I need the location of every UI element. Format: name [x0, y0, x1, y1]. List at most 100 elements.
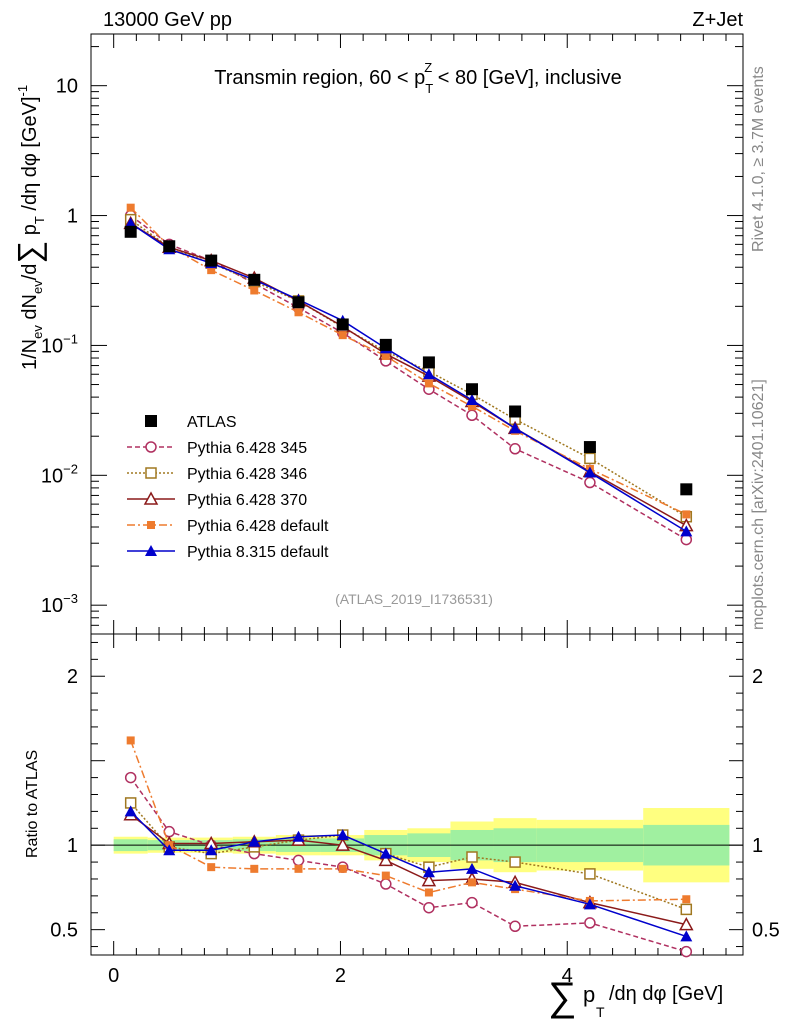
svg-text:/dη dφ [GeV]: /dη dφ [GeV]: [609, 983, 723, 1005]
svg-text:p: p: [583, 982, 595, 1007]
series-point-ratio: [509, 856, 521, 868]
series-point-ratio: [163, 844, 176, 856]
xlabel: ∑ p T /dη dφ [GeV]: [548, 975, 723, 1020]
y-tick-label-main: 10−1: [41, 331, 78, 357]
y-tick-label-main: 10−2: [41, 461, 78, 487]
series-point-ratio: [335, 837, 350, 851]
series-point-ratio: [292, 854, 305, 867]
legend-marker: [147, 521, 155, 529]
series-point-ratio: [381, 871, 390, 880]
series-point-ratio: [679, 917, 694, 931]
series-point-main: [584, 476, 596, 489]
series-point-main: [682, 510, 691, 519]
reference-point: [583, 441, 596, 454]
legend-label: Pythia 6.428 345: [187, 440, 307, 457]
svg-text:∑: ∑: [548, 975, 577, 1019]
reference-point: [680, 483, 693, 496]
series-point-ratio: [467, 878, 476, 887]
series-point-ratio: [680, 930, 693, 942]
legend-label: Pythia 6.428 370: [187, 492, 307, 509]
series-point-ratio: [583, 898, 596, 910]
series-point-main: [338, 331, 347, 340]
series-point-main: [124, 217, 137, 229]
y-tick-label-ratio: 2: [752, 666, 763, 688]
y-tick-label-ratio: 0.5: [50, 920, 78, 942]
series-point-ratio: [338, 864, 347, 873]
y-tick-label-main: 10−3: [41, 591, 78, 617]
series-line-ratio: [130, 810, 687, 938]
reference-point: [422, 356, 435, 369]
ratio-panel: 0 2 4 0.5 0.5 1 1 2 2: [50, 633, 780, 987]
series-point-ratio: [124, 805, 137, 817]
series-point-ratio: [422, 866, 435, 878]
ylabel-ratio: Ratio to ATLAS: [24, 750, 41, 858]
y-tick-label-ratio: 1: [67, 835, 78, 857]
series-point-ratio: [509, 920, 521, 933]
header-right: Z+Jet: [692, 9, 743, 31]
series-point-main: [381, 351, 390, 360]
series-point-main: [126, 203, 135, 212]
series-point-main: [250, 286, 259, 295]
legend-label: Pythia 8.315 default: [187, 544, 329, 561]
reference-point: [163, 240, 176, 253]
y-tick-label-ratio: 0.5: [752, 920, 780, 942]
series-line-ratio: [130, 777, 687, 953]
legend-label: Pythia 6.428 346: [187, 466, 307, 483]
series-point-ratio: [466, 896, 478, 909]
series-point-main: [466, 409, 478, 422]
series-point-ratio: [336, 829, 349, 841]
legend-marker: [145, 415, 157, 427]
series-point-ratio: [424, 888, 433, 897]
x-tick-label: 4: [562, 965, 573, 987]
legend-marker: [145, 441, 157, 453]
series-line-ratio: [130, 814, 687, 926]
series-point-main: [422, 368, 435, 380]
series-point-ratio: [248, 835, 261, 847]
series-point-ratio: [292, 830, 305, 842]
series-point-main: [465, 394, 478, 406]
y-tick-label-main: 1: [67, 206, 78, 228]
y-tick-label-ratio: 1: [752, 835, 763, 857]
legend-marker: [143, 491, 159, 505]
main-panel: 10−3 10−2 10−1 1 10: [41, 33, 744, 635]
series-point-ratio: [509, 879, 522, 891]
legend: ATLAS Pythia 6.428 345 Pythia 6.428 346 Pyt…: [127, 414, 329, 561]
reference-point: [124, 225, 137, 238]
x-tick-label: 2: [335, 965, 346, 987]
series-point-main: [207, 266, 216, 275]
series-point-main: [294, 308, 303, 317]
reference-point: [248, 273, 261, 286]
legend-marker: [145, 545, 157, 556]
series-point-ratio: [379, 847, 392, 859]
reference-point: [292, 296, 305, 309]
series-point-ratio: [584, 868, 596, 880]
ratio-frame: [90, 633, 744, 956]
series-point-ratio: [584, 917, 596, 929]
reference-point: [465, 383, 478, 396]
series-point-ratio: [380, 878, 392, 890]
series-point-ratio: [680, 945, 693, 958]
legend-label: ATLAS: [187, 414, 237, 431]
header-left: 13000 GeV pp: [103, 9, 232, 31]
mcplots-label: mcplots.cern.ch [arXiv:2401.10621]: [750, 379, 767, 630]
series-line-main: [130, 222, 687, 533]
series-point-ratio: [205, 844, 218, 856]
series-point-main: [467, 402, 476, 411]
series-line-main: [130, 207, 687, 516]
series-point-main: [509, 422, 522, 434]
rivet-label: Rivet 4.1.0, ≥ 3.7M events: [750, 66, 767, 252]
series-point-ratio: [465, 862, 478, 874]
series-point-ratio: [423, 901, 435, 914]
series-point-main: [583, 466, 596, 478]
reference-point: [205, 254, 218, 267]
svg-text:1/Nev dNev/d∑ pT /dη dφ [GeV]: 1/Nev dNev/d∑ pT /dη dφ [GeV]-1: [11, 85, 47, 370]
reference-point: [336, 318, 349, 331]
series-point-ratio: [378, 852, 394, 867]
legend-marker: [145, 467, 157, 479]
series-point-main: [424, 379, 433, 388]
series-point-ratio: [126, 736, 135, 745]
legend-label: Pythia 6.428 default: [187, 518, 329, 535]
series-point-ratio: [682, 895, 691, 904]
series-point-main: [584, 452, 596, 465]
